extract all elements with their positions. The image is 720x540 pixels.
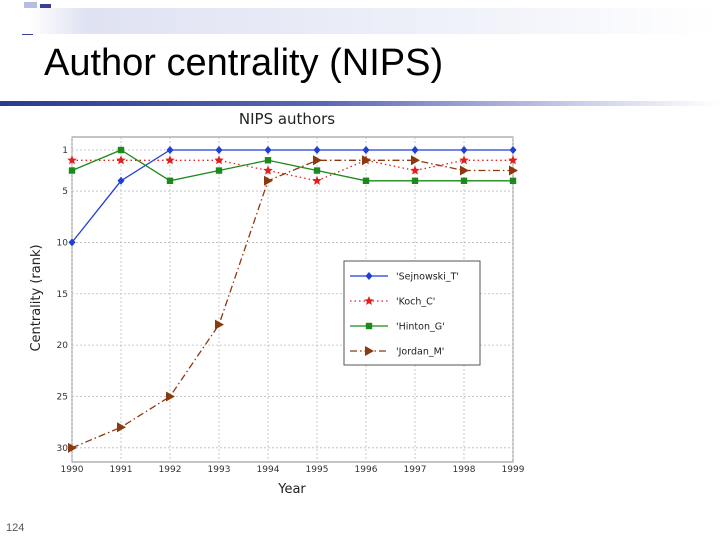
x-tick-label: 1998: [453, 465, 476, 475]
data-point: [508, 155, 518, 165]
data-point: [166, 391, 175, 402]
y-axis-label: Centrality (rank): [29, 244, 44, 351]
slide-title: Author centrality (NIPS): [44, 42, 444, 84]
data-point: [117, 176, 125, 185]
legend-marker: [365, 272, 373, 280]
y-tick-label: 10: [57, 238, 69, 248]
legend-label: 'Koch_C': [396, 297, 435, 308]
legend-marker: [365, 346, 374, 356]
data-point: [166, 177, 174, 185]
data-point: [410, 165, 420, 175]
data-point: [509, 165, 518, 176]
header-gradient-band: [0, 8, 720, 34]
y-tick-label: 20: [57, 341, 69, 351]
data-point: [67, 155, 77, 165]
data-point: [165, 155, 175, 165]
y-tick-label: 15: [57, 290, 68, 300]
y-tick-label: 1: [62, 146, 68, 156]
x-tick-label: 1997: [404, 465, 427, 475]
data-point: [460, 177, 468, 185]
series-line: [71, 149, 513, 182]
data-point: [215, 167, 223, 174]
x-tick-label: 1990: [61, 465, 84, 475]
data-point: [411, 146, 419, 154]
data-point: [117, 422, 126, 433]
data-point: [214, 155, 224, 165]
data-point: [460, 146, 468, 154]
x-tick-label: 1991: [110, 465, 133, 475]
data-point: [362, 155, 371, 166]
data-point: [411, 155, 420, 166]
data-point: [313, 167, 321, 174]
data-point: [264, 157, 272, 164]
x-tick-label: 1995: [306, 465, 329, 475]
data-point: [313, 146, 321, 154]
data-point: [509, 177, 517, 185]
data-point: [215, 319, 224, 330]
data-point: [68, 167, 76, 174]
y-tick-label: 30: [57, 444, 69, 454]
x-tick-label: 1999: [502, 465, 525, 475]
y-tick-label: 5: [62, 187, 68, 197]
x-axis-label: Year: [277, 482, 306, 497]
data-point: [264, 146, 272, 154]
y-tick-label: 25: [57, 392, 68, 402]
data-point: [116, 155, 126, 165]
title-rule: [0, 101, 720, 106]
data-point: [117, 146, 125, 154]
data-point: [312, 175, 322, 185]
data-point: [264, 175, 273, 186]
data-point: [411, 177, 419, 185]
data-point: [263, 165, 273, 175]
data-point: [509, 146, 517, 154]
slide-number: 124: [6, 522, 25, 534]
chart-title: NIPS authors: [239, 110, 335, 128]
legend-marker: [364, 296, 374, 305]
legend-marker: [365, 322, 373, 330]
legend-label: 'Sejnowski_T': [396, 272, 459, 283]
data-point: [362, 177, 370, 185]
data-point: [215, 146, 223, 154]
x-tick-label: 1992: [159, 465, 182, 475]
data-point: [313, 155, 322, 166]
legend-label: 'Hinton_G': [396, 322, 445, 333]
data-point: [68, 238, 76, 247]
data-point: [459, 155, 469, 165]
data-point: [68, 442, 77, 453]
data-point: [362, 146, 370, 154]
data-point: [460, 165, 469, 176]
series-line: [72, 159, 513, 182]
data-point: [166, 146, 174, 154]
legend-label: 'Jordan_M': [396, 347, 444, 358]
series-line: [71, 159, 513, 449]
x-tick-label: 1993: [208, 465, 231, 475]
x-tick-label: 1996: [355, 465, 378, 475]
x-tick-label: 1994: [257, 465, 280, 475]
